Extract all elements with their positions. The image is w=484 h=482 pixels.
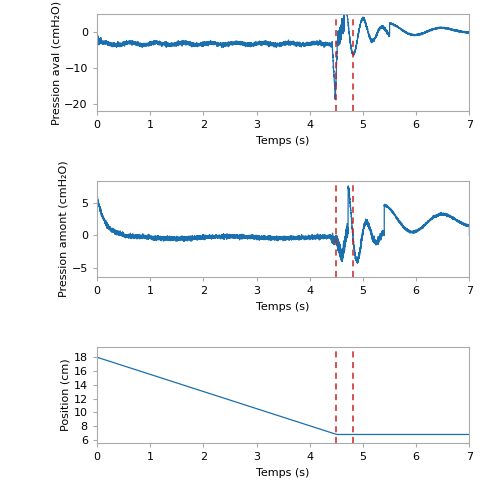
X-axis label: Temps (s): Temps (s) xyxy=(257,135,310,146)
X-axis label: Temps (s): Temps (s) xyxy=(257,468,310,478)
Y-axis label: Pression aval (cmH₂O): Pression aval (cmH₂O) xyxy=(51,0,61,125)
Y-axis label: Pression amont (cmH₂O): Pression amont (cmH₂O) xyxy=(59,161,69,297)
Y-axis label: Position (cm): Position (cm) xyxy=(61,359,71,431)
X-axis label: Temps (s): Temps (s) xyxy=(257,302,310,312)
